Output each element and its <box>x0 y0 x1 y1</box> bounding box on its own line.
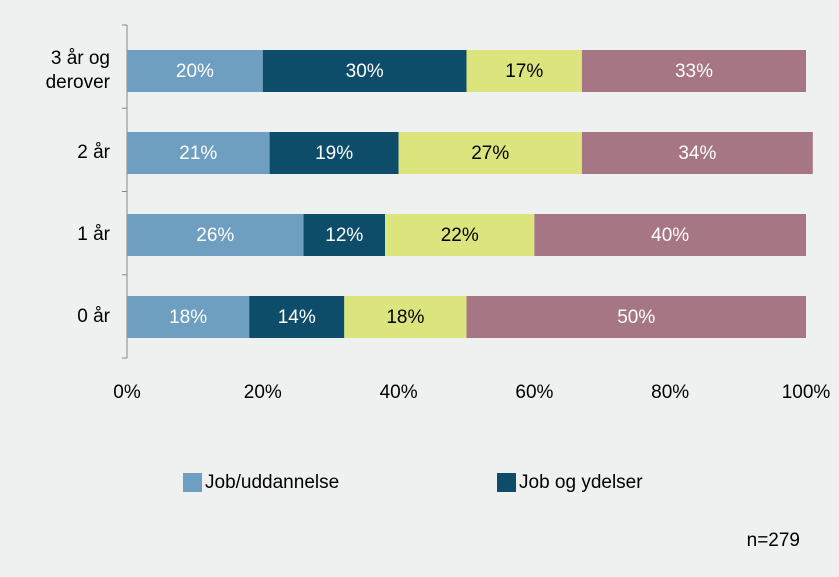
annotation: n=279 <box>747 530 800 551</box>
value-label: 17% <box>505 61 543 82</box>
x-tick-label: 100% <box>782 382 831 403</box>
bar-segment <box>127 296 250 338</box>
bar-segment <box>303 214 386 256</box>
bar-segment <box>466 50 582 92</box>
value-label: 12% <box>325 225 363 246</box>
bar-segment <box>581 132 813 174</box>
y-tick-label: 2 år <box>77 142 110 163</box>
legend-swatch <box>183 473 202 492</box>
value-label: 27% <box>471 143 509 164</box>
bar-segment <box>262 50 467 92</box>
bar-segment <box>398 132 582 174</box>
legend-label: Job og ydelser <box>519 472 643 493</box>
x-tick-label: 80% <box>651 382 689 403</box>
value-label: 50% <box>617 307 655 328</box>
legend-swatch <box>497 473 516 492</box>
bar-segment <box>385 214 535 256</box>
bar-segment <box>249 296 345 338</box>
value-label: 21% <box>179 143 217 164</box>
legend-label: Job/uddannelse <box>205 472 339 493</box>
bar-segment <box>534 214 806 256</box>
value-label: 33% <box>675 61 713 82</box>
value-label: 14% <box>278 307 316 328</box>
value-label: 26% <box>196 225 234 246</box>
x-tick-label: 60% <box>515 382 553 403</box>
value-label: 18% <box>386 307 424 328</box>
value-label: 20% <box>176 61 214 82</box>
bar-segment <box>127 132 270 174</box>
bar-segment <box>344 296 467 338</box>
bar-segment <box>269 132 399 174</box>
value-label: 18% <box>169 307 207 328</box>
value-label: 22% <box>441 225 479 246</box>
value-label: 40% <box>651 225 689 246</box>
bar-segment <box>127 214 304 256</box>
bar-segment <box>581 50 806 92</box>
value-label: 30% <box>346 61 384 82</box>
value-label: 34% <box>678 143 716 164</box>
x-tick-label: 20% <box>244 382 282 403</box>
y-tick-label: 1 år <box>77 224 110 245</box>
bar-segment <box>127 50 263 92</box>
y-tick-label: 3 år og derover <box>45 48 110 93</box>
bar-segment <box>466 296 806 338</box>
x-tick-label: 40% <box>380 382 418 403</box>
y-tick-label: 0 år <box>77 306 110 327</box>
x-tick-label: 0% <box>113 382 141 403</box>
value-label: 19% <box>315 143 353 164</box>
